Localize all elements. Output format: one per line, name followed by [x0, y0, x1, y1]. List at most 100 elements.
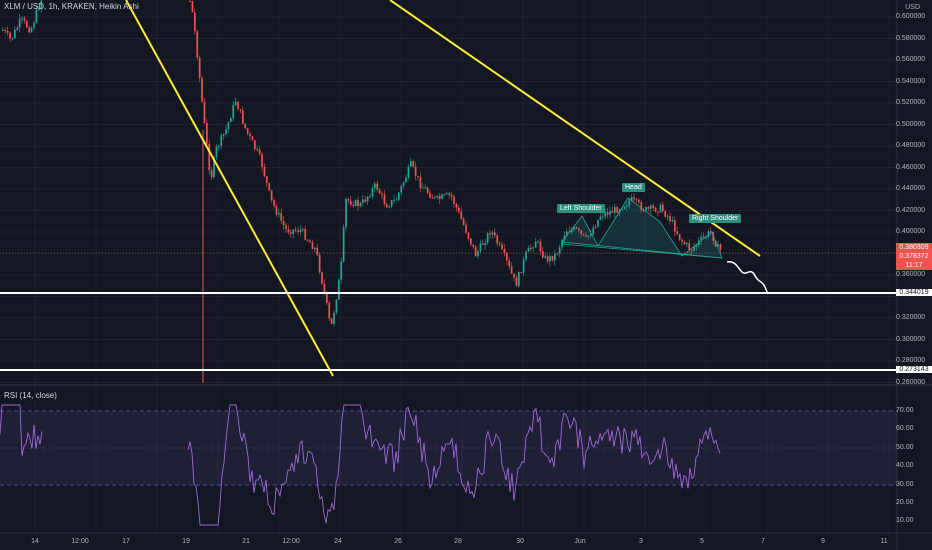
candle — [688, 243, 691, 251]
candle — [287, 229, 290, 233]
candle — [551, 255, 554, 261]
candle — [16, 27, 19, 30]
candle — [669, 216, 671, 222]
candle — [654, 207, 657, 212]
candle — [371, 188, 374, 197]
trendline-right[interactable] — [389, 0, 761, 257]
head-shoulders-pattern[interactable] — [561, 197, 723, 259]
candle — [309, 240, 311, 243]
time-label: 14 — [31, 538, 39, 545]
candle — [2, 29, 4, 31]
candle — [503, 249, 506, 254]
candle — [513, 273, 515, 278]
candle — [227, 121, 230, 130]
time-label: 30 — [516, 538, 524, 545]
candle — [638, 199, 640, 203]
candle — [263, 166, 266, 177]
candle — [345, 198, 347, 228]
candle — [609, 211, 611, 215]
candle — [570, 229, 573, 233]
symbol-title[interactable]: XLM / USD, 1h, KRAKEN, Heikin Ashi — [4, 2, 139, 11]
candle — [494, 232, 496, 236]
candle — [258, 149, 261, 154]
candle — [354, 199, 357, 207]
candle — [203, 101, 206, 124]
candle — [508, 260, 511, 267]
candle — [369, 196, 371, 198]
candle — [496, 235, 499, 244]
candle — [606, 212, 609, 215]
candle — [611, 211, 614, 213]
candle — [290, 232, 292, 234]
candle — [578, 228, 580, 231]
time-label: 21 — [242, 538, 250, 545]
candle — [645, 206, 647, 211]
rsi-legend[interactable]: RSI (14, close) — [4, 391, 57, 400]
candle — [35, 9, 38, 23]
candle — [491, 232, 494, 235]
time-label: 7 — [761, 538, 765, 545]
candle — [686, 243, 688, 245]
price-label: 0.400000 — [896, 228, 926, 235]
rsi-axis-label: 70.00 — [896, 407, 914, 414]
candle — [592, 227, 595, 235]
candle — [707, 231, 710, 237]
candle — [510, 266, 513, 274]
candle — [522, 259, 525, 273]
candle — [683, 241, 686, 245]
currency-label: USD — [905, 4, 920, 11]
candle — [196, 31, 199, 58]
candle — [206, 123, 208, 144]
candle — [599, 216, 602, 220]
candle — [18, 18, 21, 28]
time-label: 5 — [700, 538, 704, 545]
price-label: 0.300000 — [896, 336, 926, 343]
candle — [587, 235, 590, 237]
candle — [321, 272, 323, 284]
candle — [429, 192, 431, 198]
candle — [246, 128, 249, 134]
candle — [268, 182, 271, 191]
candle — [254, 140, 256, 149]
candle — [573, 227, 575, 230]
left-shoulder-label[interactable]: Left Shoulder — [557, 204, 605, 213]
price-label: 0.500000 — [896, 121, 926, 128]
candle — [376, 183, 379, 190]
candle — [318, 254, 321, 273]
candle — [582, 234, 585, 236]
price-label: 0.540000 — [896, 78, 926, 85]
price-label: 0.560000 — [896, 56, 926, 63]
candle — [566, 231, 568, 236]
candle — [213, 156, 215, 178]
candle — [338, 279, 340, 300]
candle — [390, 200, 393, 207]
candle — [580, 230, 583, 235]
time-label: 11 — [880, 538, 888, 545]
right-shoulder-label[interactable]: Right Shoulder — [689, 214, 742, 223]
candle — [693, 246, 695, 251]
candle — [556, 253, 559, 255]
trendline-left[interactable] — [125, 0, 334, 377]
candle — [614, 207, 616, 213]
candle — [549, 255, 551, 262]
candle — [395, 199, 398, 201]
candle — [676, 231, 679, 235]
head-label[interactable]: Head — [622, 183, 645, 192]
projection-path[interactable] — [726, 260, 769, 295]
candle — [597, 219, 599, 227]
candle — [626, 205, 628, 207]
candle — [326, 292, 328, 303]
candle — [575, 227, 578, 229]
neckline[interactable] — [561, 243, 723, 259]
candle — [393, 199, 395, 201]
candle — [532, 247, 535, 249]
candle — [710, 231, 712, 233]
candle — [690, 250, 693, 252]
candle — [542, 251, 544, 258]
candle — [477, 251, 479, 257]
candle — [198, 57, 201, 78]
candle — [14, 29, 16, 39]
candle — [426, 187, 429, 193]
candle — [594, 226, 597, 228]
